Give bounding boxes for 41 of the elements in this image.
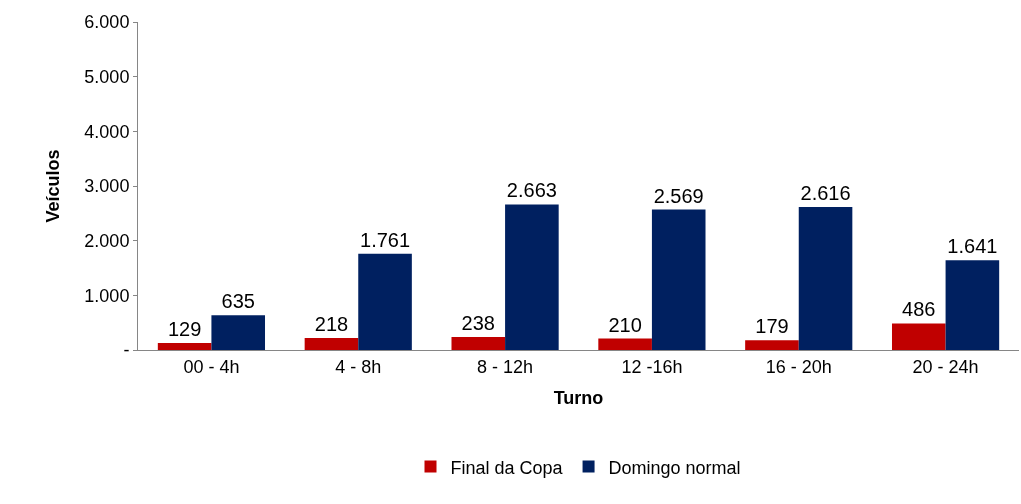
bar	[651, 209, 706, 350]
data-label: 218	[314, 313, 349, 336]
legend-label: Final da Copa	[450, 457, 564, 478]
data-label: 210	[608, 313, 642, 336]
x-axis-title: Turno	[553, 387, 604, 408]
x-tick-label: 00 - 4h	[183, 356, 240, 377]
bar	[304, 338, 359, 350]
data-label: 2.616	[800, 181, 851, 204]
data-label: 635	[221, 290, 255, 313]
y-tick-label: 4.000	[84, 121, 130, 142]
x-tick-label: 4 - 8h	[335, 356, 382, 377]
y-tick-label: 3.000	[84, 176, 130, 197]
bar	[157, 342, 212, 350]
data-label: 2.569	[653, 184, 704, 207]
data-label: 129	[167, 317, 202, 340]
x-tick-label: 16 - 20h	[765, 356, 832, 377]
bar	[505, 204, 559, 350]
x-tick-label: 20 - 24h	[912, 356, 979, 377]
bar	[211, 315, 266, 350]
y-axis-title: Veículos	[42, 149, 63, 223]
data-label: 238	[461, 311, 495, 334]
bar	[945, 260, 1000, 350]
x-tick-label: 8 - 12h	[477, 356, 534, 377]
data-label: 486	[902, 298, 936, 321]
bar	[745, 340, 799, 350]
legend-label: Domingo normal	[608, 457, 741, 478]
y-tick-label: 1.000	[84, 285, 130, 306]
y-tick-label: 6.000	[84, 12, 130, 33]
bar	[358, 253, 412, 350]
data-label: 2.663	[506, 179, 557, 202]
bar	[598, 338, 652, 350]
data-label: 1.761	[360, 228, 411, 251]
y-tick-label: 2.000	[84, 230, 130, 251]
y-tick-label: -	[123, 340, 130, 361]
bar	[451, 336, 506, 350]
data-label: 1.641	[947, 235, 998, 258]
data-label: 179	[755, 315, 789, 338]
bar	[798, 206, 853, 350]
x-tick-label: 12 -16h	[621, 356, 683, 377]
y-tick-label: 5.000	[84, 66, 130, 87]
bar	[891, 323, 946, 350]
